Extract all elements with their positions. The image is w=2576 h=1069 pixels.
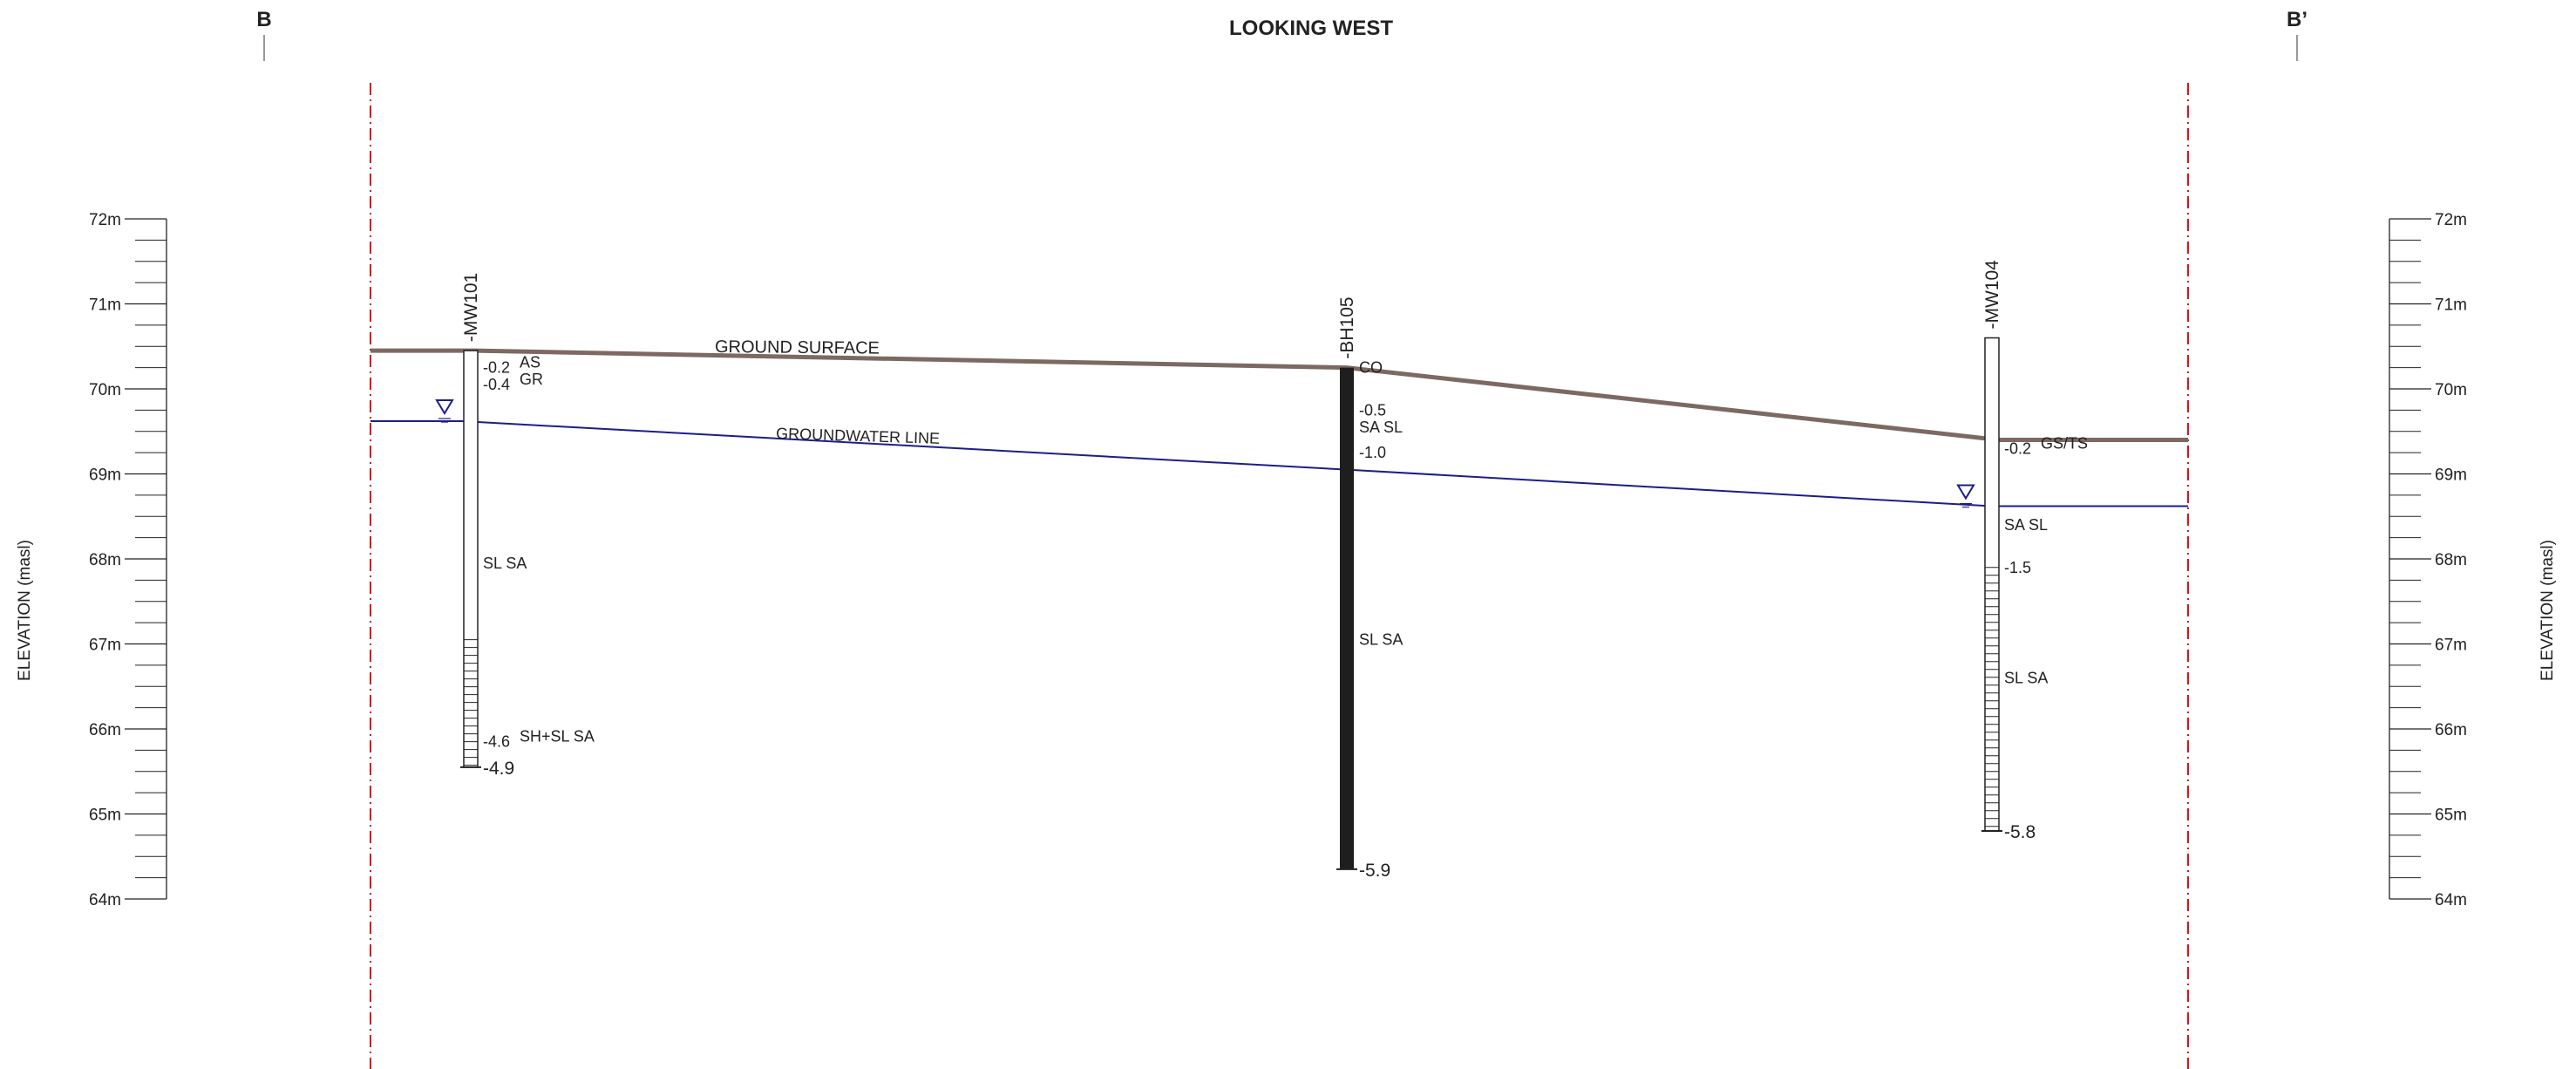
borehole-column (1340, 367, 1354, 869)
ground-surface-label: GROUND SURFACE (715, 337, 880, 358)
borehole-mw101: -MW101 -4.9 -0.2 AS -0.4 GR SL SA -4.6 SH+SL SA (435, 273, 595, 779)
layer-soil-label: GS/TS (2041, 434, 2088, 452)
scale-tick-label: 70m (2435, 381, 2467, 399)
layer-soil-label: SA SL (1359, 419, 1403, 436)
elevation-axis-title-right: ELEVATION (masl) (2539, 540, 2557, 681)
scale-tick-label: 70m (89, 381, 121, 399)
well-casing (463, 350, 479, 768)
elevation-scale-right: 72m 71m 70m 69m 68m 67m 66m 65m 64m (2389, 211, 2467, 909)
scale-tick-label: 68m (2435, 551, 2467, 569)
layer-soil-label: SL SA (1359, 631, 1403, 649)
scale-tick-label: 68m (89, 551, 121, 569)
groundwater-line (370, 420, 2188, 507)
layer-depth-label: -0.5 (1359, 401, 1386, 419)
scale-tick-label: 69m (2435, 466, 2467, 485)
layer-soil-label: SL SA (2004, 670, 2048, 687)
layer-soil-label: CO (1359, 359, 1383, 377)
layer-depth-label: -0.2 (483, 359, 510, 377)
scale-tick-label: 72m (89, 211, 121, 229)
layer-depth-label: -0.2 (2004, 439, 2031, 457)
layer-depth-label: -0.4 (483, 376, 510, 393)
borehole-mw104: -MW104 -5.8 -0.2 GS/TS SA SL -1.5 SL SA (1956, 260, 2088, 842)
elevation-scale-left: 72m 71m 70m 69m 68m 67m 66m 65m 64m (89, 211, 167, 909)
layer-depth-label: -1.0 (1359, 444, 1386, 461)
section-end-label: B’ (2287, 8, 2308, 31)
scale-tick-label: 71m (2435, 296, 2467, 315)
scale-tick-label: 64m (89, 891, 121, 909)
elevation-axis-title-left: ELEVATION (masl) (16, 540, 34, 681)
scale-tick-label: 71m (89, 296, 121, 315)
borehole-name: -MW104 (1982, 260, 2002, 330)
scale-tick-label: 65m (89, 807, 121, 825)
well-casing (1984, 337, 2000, 832)
scale-tick-label: 67m (2435, 637, 2467, 655)
borehole-name: -MW101 (461, 273, 481, 342)
scale-tick-label: 69m (89, 466, 121, 485)
layer-soil-label: GR (520, 371, 543, 388)
borehole-end-depth: -4.9 (483, 759, 514, 779)
layer-soil-label: SA SL (2004, 516, 2048, 534)
scale-tick-label: 67m (89, 637, 121, 655)
water-level-icon (1956, 484, 1975, 500)
borehole-end-depth: -5.8 (2004, 822, 2036, 842)
section-start-label: B (256, 8, 271, 31)
layer-depth-label: -4.6 (483, 733, 510, 751)
borehole-bh105: -BH105 -5.9 CO -0.5SA SL -1.0 SL SA (1336, 296, 1403, 881)
layer-soil-label: AS (520, 354, 540, 371)
scale-tick-label: 66m (2435, 721, 2467, 739)
layer-soil-label: SH+SL SA (520, 728, 595, 746)
scale-tick-label: 64m (2435, 891, 2467, 909)
borehole-end-depth: -5.9 (1359, 861, 1390, 881)
scale-tick-label: 65m (2435, 807, 2467, 825)
water-level-icon (435, 399, 454, 415)
layer-depth-label: -1.5 (2004, 559, 2031, 576)
scale-tick-label: 66m (89, 721, 121, 739)
drawing-title: LOOKING WEST (1229, 17, 1393, 40)
ground-surface-line (370, 348, 2188, 442)
borehole-name: -BH105 (1337, 296, 1357, 358)
scale-tick-label: 72m (2435, 211, 2467, 229)
groundwater-label: GROUNDWATER LINE (776, 425, 941, 447)
layer-soil-label: SL SA (483, 555, 527, 572)
